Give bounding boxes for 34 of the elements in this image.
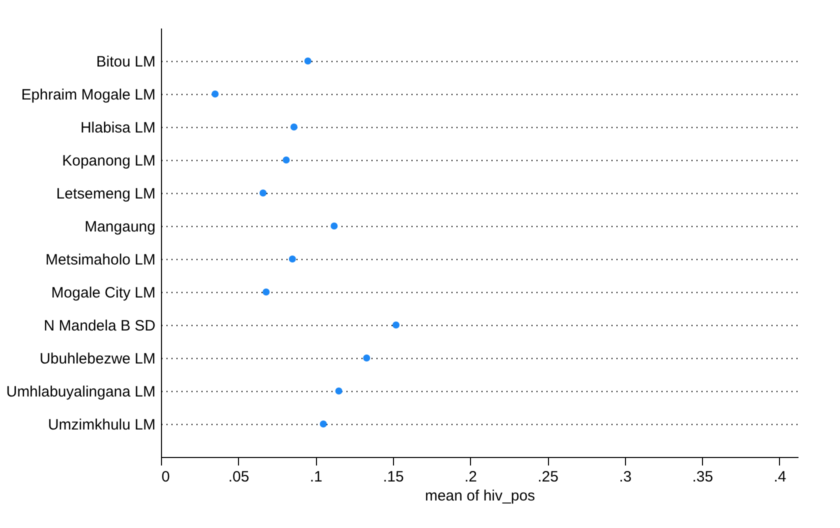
x-tick-label: .15 — [382, 468, 404, 486]
y-tick-label: Umzimkhulu LM — [48, 416, 156, 434]
point — [290, 123, 298, 131]
point — [330, 222, 338, 230]
point — [392, 321, 400, 329]
x-tick-label: .3 — [619, 468, 632, 486]
y-tick-label: Kopanong LM — [62, 152, 156, 170]
y-tick-label: Letsemeng LM — [56, 186, 156, 202]
y-tick-label: N Mandela B SD — [44, 318, 156, 334]
point — [288, 255, 296, 263]
x-tick-label: .1 — [310, 468, 322, 486]
point — [304, 57, 312, 65]
point — [320, 420, 327, 428]
point — [335, 387, 342, 395]
y-tick-label: Ephraim Mogale LM — [21, 86, 156, 104]
point — [260, 189, 267, 197]
point — [363, 354, 370, 362]
y-tick-label: Hlabisa LM — [80, 120, 156, 136]
point — [262, 288, 270, 296]
x-tick-label: .2 — [464, 468, 477, 486]
point — [282, 156, 290, 164]
x-tick-label: .4 — [774, 468, 786, 486]
y-tick-label: Mogale City LM — [51, 284, 156, 302]
x-tick-label: .35 — [692, 468, 714, 486]
point — [212, 90, 219, 98]
y-tick-label: Mangaung — [84, 218, 156, 236]
x-tick-label: .25 — [538, 468, 558, 486]
y-tick-label: Ubuhlebezwe LM — [40, 350, 156, 368]
y-tick-label: Metsimaholo LM — [45, 252, 156, 268]
x-tick-label: .05 — [228, 468, 250, 486]
x-axis-title: mean of hiv_pos — [424, 488, 536, 504]
x-tick-label: 0 — [162, 468, 170, 486]
y-tick-label: Umhlabuyalingana LM — [6, 384, 156, 400]
y-tick-label: Bitou LM — [96, 54, 156, 70]
